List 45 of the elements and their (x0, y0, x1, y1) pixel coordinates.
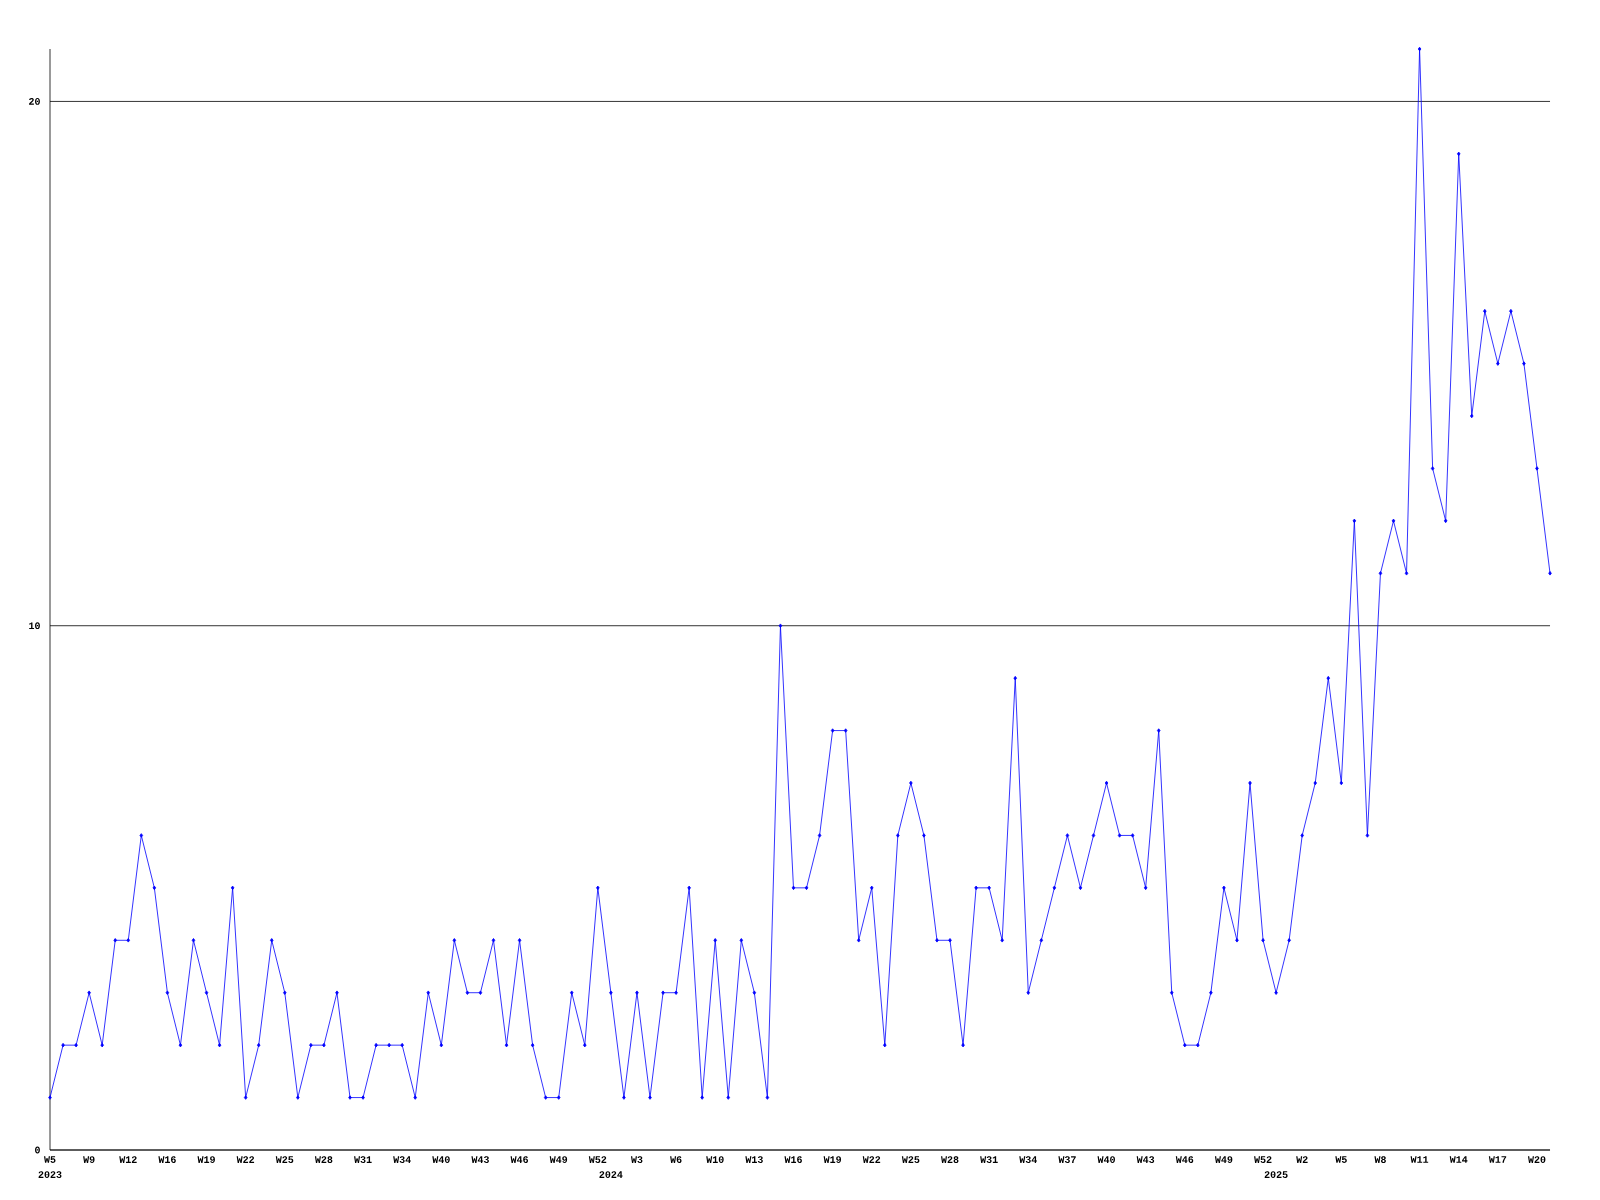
x-tick-label: W52 (1254, 1156, 1272, 1163)
x-tick-label: W28 (941, 1156, 959, 1163)
y-tick-label: 20 (29, 98, 40, 105)
x-tick-label: W22 (236, 1156, 255, 1163)
x-tick-label: W22 (862, 1156, 881, 1163)
x-tick-label: W11 (1410, 1156, 1429, 1163)
x-tick-label: W52 (588, 1156, 607, 1163)
x-tick-label: W6 (670, 1156, 682, 1163)
x-tick-label: W17 (1488, 1156, 1507, 1163)
x-tick-label: 2024 (599, 1171, 623, 1178)
y-tick-label: 0 (35, 1146, 40, 1154)
x-tick-label: W46 (1175, 1156, 1194, 1163)
x-tick-label: W3 (630, 1156, 643, 1163)
x-tick-label: 2025 (1264, 1171, 1288, 1178)
x-tick-label: W10 (706, 1156, 724, 1163)
y-tick-label: 10 (29, 622, 40, 630)
x-tick-label: W20 (1527, 1156, 1546, 1163)
x-tick-label: W12 (119, 1156, 137, 1163)
x-tick-label: W19 (823, 1156, 842, 1163)
x-tick-label: W34 (393, 1156, 411, 1163)
x-tick-label: W14 (1449, 1156, 1468, 1163)
x-tick-label: W31 (354, 1156, 372, 1163)
x-tick-label: W28 (314, 1156, 333, 1163)
x-tick-label: W43 (471, 1156, 489, 1163)
x-tick-label: W19 (197, 1156, 215, 1163)
x-tick-label: W31 (980, 1156, 998, 1163)
x-tick-label: W49 (549, 1156, 568, 1163)
text: 2023 (38, 1171, 62, 1178)
x-tick-label: W43 (1136, 1156, 1155, 1163)
x-tick-label: W40 (1097, 1156, 1115, 1163)
x-tick-label: W25 (275, 1156, 294, 1163)
x-tick-label: W40 (432, 1156, 450, 1163)
x-tick-label: W9 (83, 1156, 95, 1163)
x-tick-label: W5 (44, 1156, 56, 1163)
x-tick-label: W49 (1214, 1156, 1233, 1163)
x-tick-label: W34 (1019, 1156, 1037, 1163)
x-tick-label: W25 (901, 1156, 920, 1163)
x-tick-label: W16 (784, 1156, 802, 1163)
x-tick-label: W46 (510, 1156, 529, 1163)
x-tick-label: W5 (1335, 1156, 1347, 1163)
x-tick-label: W8 (1374, 1156, 1386, 1163)
x-tick-label: W2 (1296, 1156, 1308, 1163)
x-tick-label: W13 (745, 1156, 763, 1163)
x-tick-label: W16 (158, 1156, 176, 1163)
x-tick-label: W37 (1058, 1156, 1076, 1163)
